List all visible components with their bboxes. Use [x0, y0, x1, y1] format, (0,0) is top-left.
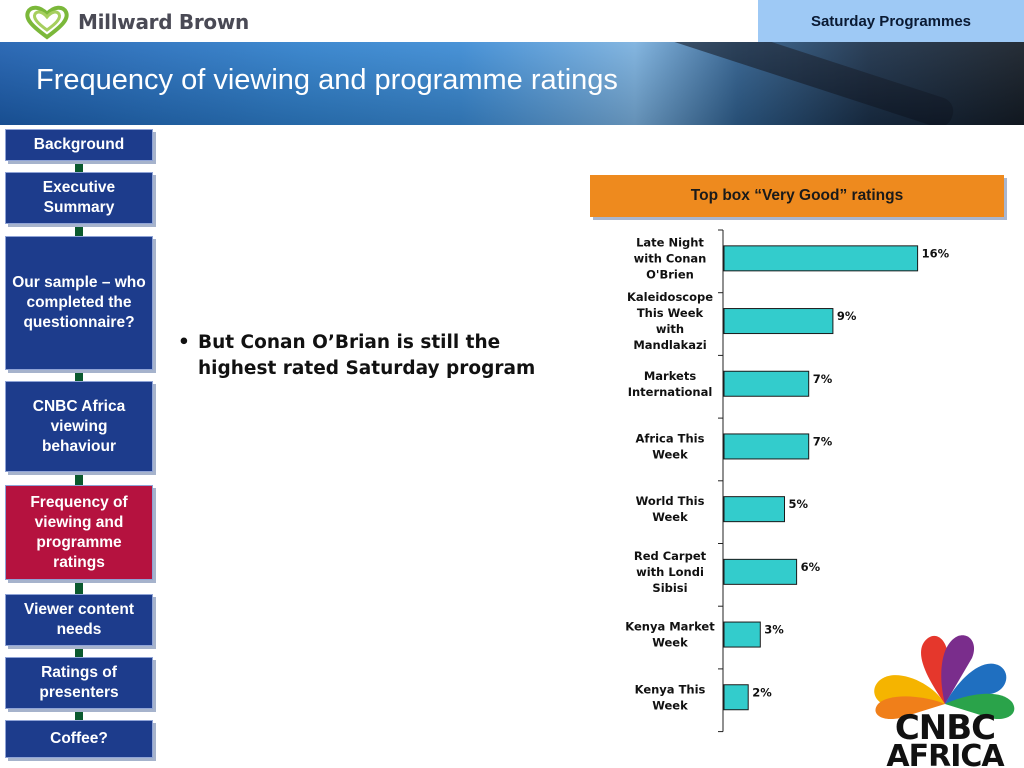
nav-item-viewer-content-needs[interactable]: Viewer content needs — [5, 594, 153, 646]
chart-header: Top box “Very Good” ratings — [590, 175, 1004, 217]
nav-item-label: Viewer content needs — [24, 601, 134, 638]
africa-wordmark: AFRICA — [886, 739, 1005, 768]
category-label: Africa This Week — [636, 431, 705, 461]
bar — [723, 433, 810, 460]
data-label: 7% — [813, 372, 833, 386]
nav-item-label: Ratings of presenters — [39, 664, 119, 701]
title-banner: Frequency of viewing and programme ratin… — [0, 42, 1024, 125]
nav-item-label: Coffee? — [50, 730, 108, 747]
cnbc-wordmark: CNBC — [895, 708, 995, 748]
bullet-text: But Conan O’Brian is still the highest r… — [198, 332, 536, 379]
category-label: Markets International — [628, 369, 713, 399]
bar — [723, 558, 798, 585]
ratings-bar-chart: 16% Late Night with Conan O'Brien 9% Kaleidos… — [625, 229, 950, 733]
nav-item-label: Frequency of viewing and programme ratin… — [30, 493, 128, 571]
bar — [723, 621, 761, 648]
nav-item-background[interactable]: Background — [5, 129, 153, 161]
bullet-point: • But Conan O’Brian is still the highest… — [178, 330, 568, 382]
brand-name: Millward Brown — [78, 10, 249, 34]
category-label: Kaleidoscope This Week with Mandlakazi — [627, 290, 713, 352]
bar — [723, 496, 785, 523]
page-title: Frequency of viewing and programme ratin… — [36, 64, 618, 96]
data-label: 2% — [752, 685, 772, 699]
bullet-icon: • — [178, 332, 190, 353]
bar — [723, 245, 919, 272]
peacock-icon — [874, 635, 1015, 720]
nav-item-ratings-presenters[interactable]: Ratings of presenters — [5, 657, 153, 709]
category-label: World This Week — [636, 494, 705, 524]
nav-item-viewing-behaviour[interactable]: CNBC Africa viewing behaviour — [5, 381, 153, 472]
bar — [723, 684, 749, 711]
category-label: Red Carpet with Londi Sibisi — [634, 549, 707, 595]
category-label: Late Night with Conan O'Brien — [634, 235, 707, 281]
data-label: 7% — [813, 434, 833, 448]
section-label-text: Saturday Programmes — [810, 12, 972, 30]
heart-logo-icon — [25, 5, 69, 40]
bar — [723, 308, 834, 335]
nav-item-coffee[interactable]: Coffee? — [5, 720, 153, 758]
data-label: 9% — [837, 309, 857, 323]
nav-item-label: Executive Summary — [42, 179, 116, 216]
nav-item-label: Our sample – who completed the questionn… — [12, 274, 146, 331]
nav-item-label: Background — [33, 136, 125, 153]
millward-brown-logo: Millward Brown — [22, 4, 249, 40]
nav-item-frequency-ratings[interactable]: Frequency of viewing and programme ratin… — [5, 485, 153, 580]
section-label: Saturday Programmes — [756, 0, 1024, 42]
category-label: Kenya This Week — [635, 682, 706, 712]
data-label: 6% — [801, 560, 821, 574]
cnbc-africa-logo: CNBC AFRICA — [874, 635, 1015, 768]
nav-item-label: CNBC Africa viewing behaviour — [32, 397, 126, 455]
bar — [723, 370, 810, 397]
data-label: 3% — [764, 623, 784, 637]
data-label: 16% — [922, 246, 950, 260]
nav-item-our-sample[interactable]: Our sample – who completed the questionn… — [5, 236, 153, 370]
chart-header-text: Top box “Very Good” ratings — [690, 187, 904, 204]
category-label: Kenya Market Week — [625, 620, 715, 650]
nav-item-executive-summary[interactable]: Executive Summary — [5, 172, 153, 224]
data-label: 5% — [789, 497, 809, 511]
